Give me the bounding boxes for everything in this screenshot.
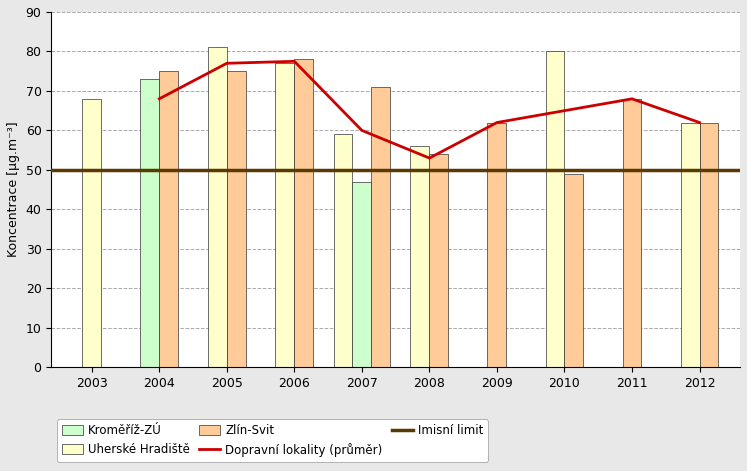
Bar <box>353 182 371 367</box>
Bar <box>681 122 699 367</box>
Bar <box>208 48 227 367</box>
Bar <box>140 79 159 367</box>
Bar <box>371 87 390 367</box>
Legend: Kroměříž-ZÚ, Uherské Hradiště, Zlín-Svit, Dopravní lokality (průměr), Imisní lim: Kroměříž-ZÚ, Uherské Hradiště, Zlín-Svit… <box>57 420 488 462</box>
Bar <box>545 51 565 367</box>
Bar <box>159 71 179 367</box>
Bar <box>488 122 506 367</box>
Bar <box>294 59 313 367</box>
Bar <box>411 146 430 367</box>
Bar <box>565 174 583 367</box>
Bar <box>622 99 642 367</box>
Bar <box>82 99 101 367</box>
Bar <box>276 63 294 367</box>
Y-axis label: Koncentrace [µg.m⁻³]: Koncentrace [µg.m⁻³] <box>7 122 20 258</box>
Bar <box>333 134 353 367</box>
Bar <box>430 154 448 367</box>
Bar <box>227 71 246 367</box>
Bar <box>699 122 719 367</box>
